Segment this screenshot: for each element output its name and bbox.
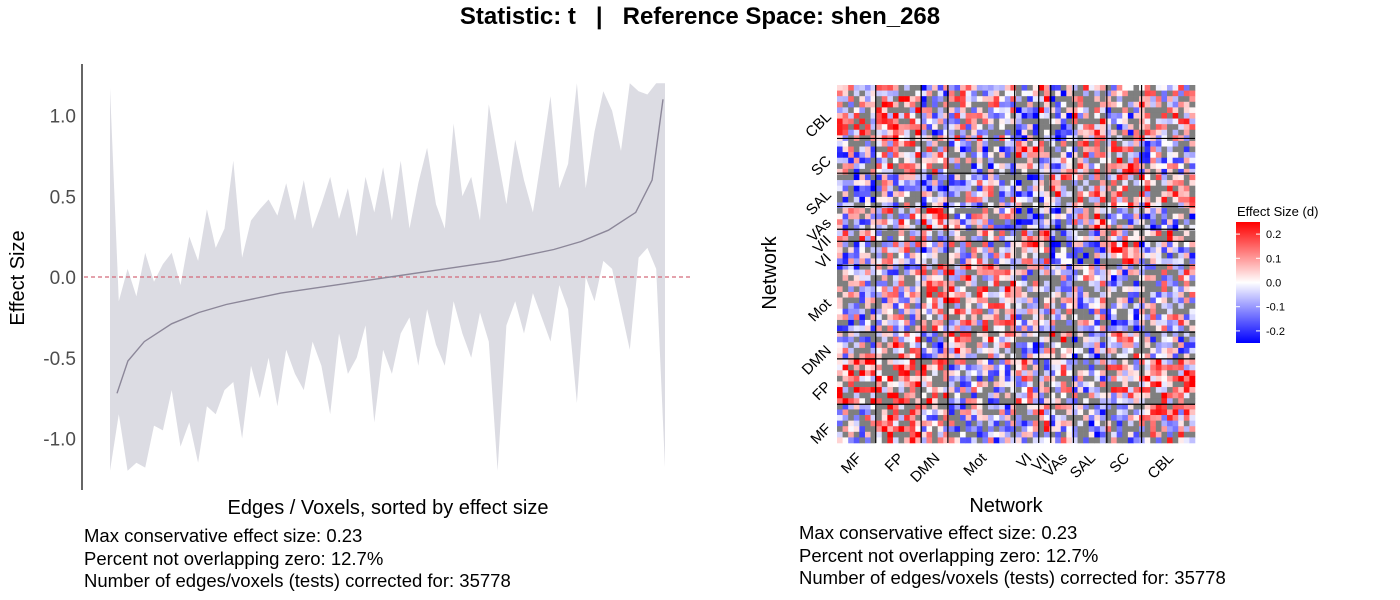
x-network-label: FP [882, 450, 908, 476]
y-network-label: MF [807, 420, 834, 447]
legend-tick-label: -0.1 [1266, 302, 1285, 314]
x-axis-label: Edges / Voxels, sorted by effect size [228, 497, 549, 519]
y-axis-label: Network [760, 235, 781, 309]
x-network-label: DMN [907, 450, 943, 486]
caption-line: Percent not overlapping zero: 12.7% [84, 547, 384, 569]
network-borders [837, 85, 1195, 443]
legend-tick-label: 0.0 [1266, 278, 1281, 290]
x-network-label: MF [838, 450, 865, 477]
caption-line: Max conservative effect size: 0.23 [799, 522, 1078, 543]
effect-size-line-chart: 1.0 0.5 0.0 -0.5 -1.0 Edges / Voxels, sorted… [7, 64, 692, 519]
y-tick-label: 1.0 [50, 107, 76, 128]
caption-line: Max conservative effect size: 0.23 [84, 525, 363, 546]
estimate-line-layer [84, 99, 692, 394]
legend-tick-label: 0.2 [1266, 229, 1281, 241]
legend-ticks: 0.2 0.1 0.0 -0.1 -0.2 [1236, 229, 1285, 338]
y-network-label: SC [808, 152, 835, 179]
main-title: Statistic: t | Reference Space: shen_268 [459, 3, 941, 30]
caption-line: Number of edges/voxels (tests) corrected… [799, 567, 1226, 588]
legend-title: Effect Size (d) [1237, 204, 1318, 219]
x-network-label: SAL [1067, 450, 1099, 482]
x-network-label: CBL [1144, 450, 1177, 483]
y-tick-label: -0.5 [43, 349, 76, 370]
y-axis-label: Effect Size [7, 230, 29, 325]
y-network-label: DMN [799, 342, 835, 378]
legend-tick-label: -0.2 [1266, 326, 1285, 338]
heatmap-cells [837, 85, 1196, 444]
left-caption: Max conservative effect size: 0.23 Perce… [84, 525, 511, 593]
color-legend: Effect Size (d) 0.2 0.1 0.0 -0.1 -0.2 [1236, 204, 1318, 343]
x-axis-label: Network [969, 495, 1043, 517]
caption-line: Percent not overlapping zero: 12.7% [799, 544, 1099, 566]
x-network-label: SC [1106, 450, 1133, 477]
y-tick-label: 0.0 [50, 268, 76, 289]
x-network-label: Mot [960, 449, 990, 479]
right-caption: Max conservative effect size: 0.23 Perce… [799, 522, 1226, 590]
y-tick-label: 0.5 [50, 187, 76, 208]
caption-line: Number of edges/voxels (tests) corrected… [84, 570, 511, 591]
legend-tick-label: 0.1 [1266, 253, 1281, 265]
y-network-label: FP [809, 378, 835, 404]
y-axis: 1.0 0.5 0.0 -0.5 -1.0 [43, 64, 83, 490]
y-network-label: SAL [803, 187, 835, 219]
estimate-line [116, 99, 664, 394]
y-network-label: CBL [802, 109, 835, 142]
y-tick-label: -1.0 [43, 430, 76, 451]
y-network-label: Mot [805, 295, 835, 325]
